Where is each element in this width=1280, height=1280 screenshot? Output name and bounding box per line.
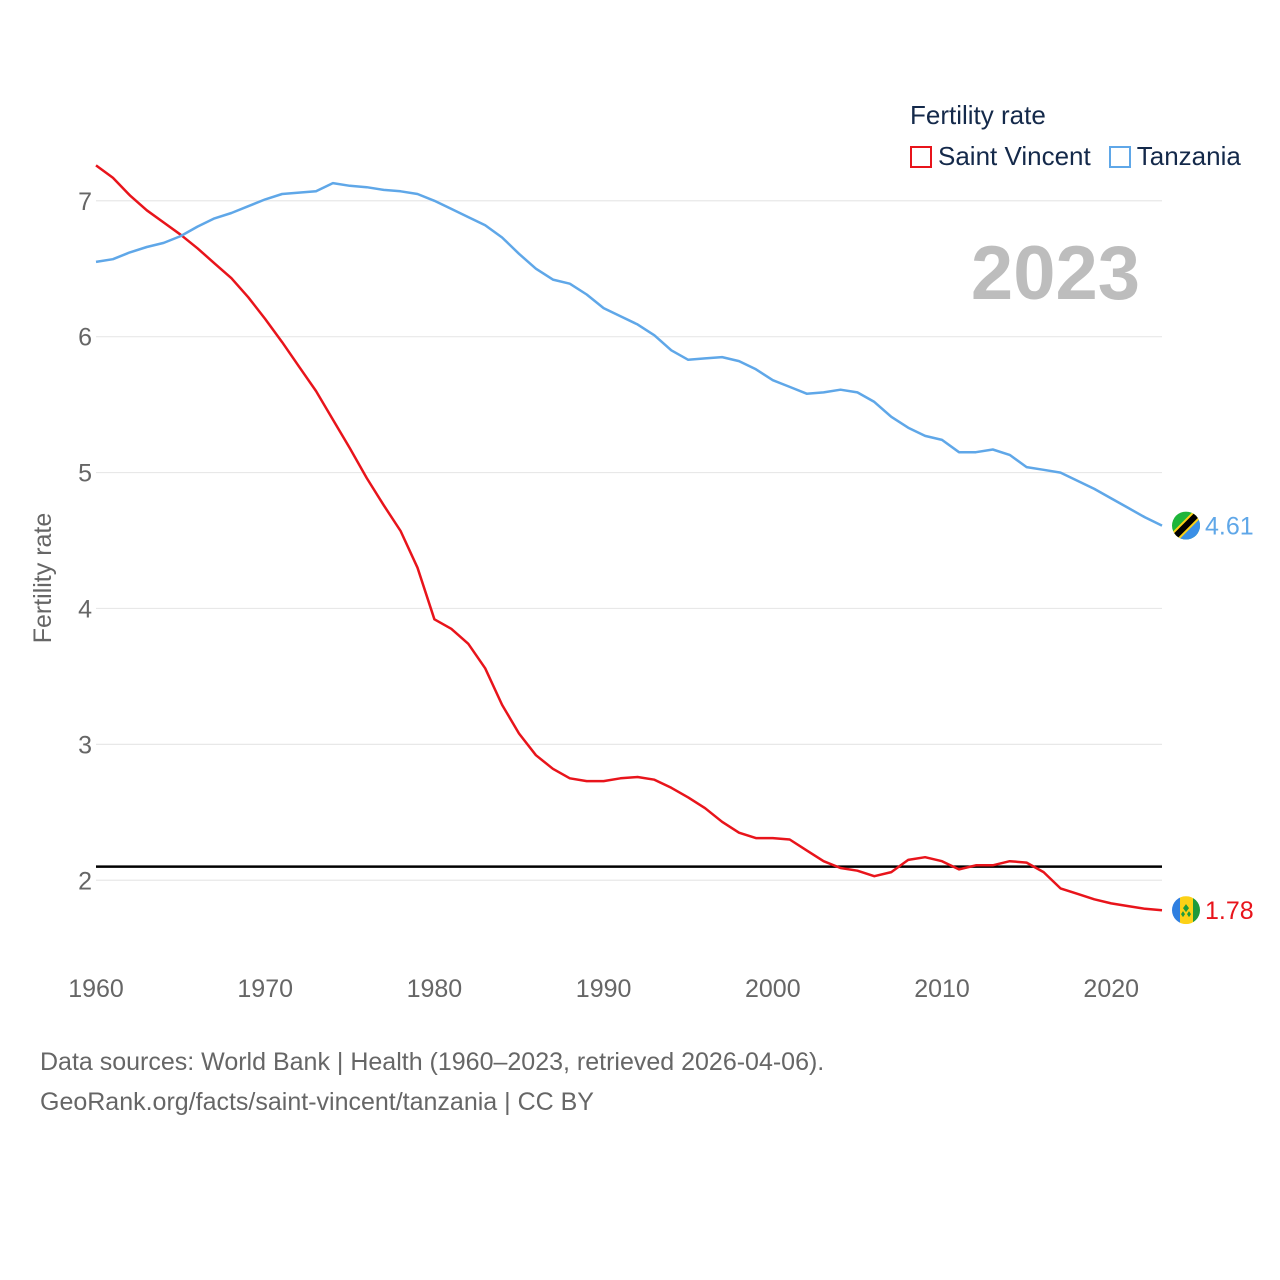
legend-item-saint-vincent[interactable]: Saint Vincent <box>910 141 1091 172</box>
series-end-markers: 1.78 4.61 <box>1172 511 1254 925</box>
legend-item-tanzania[interactable]: Tanzania <box>1108 141 1241 172</box>
y-tick-label: 7 <box>78 188 92 216</box>
legend: Fertility rate Saint Vincent Tanzania <box>910 100 1259 172</box>
series-line-saint-vincent <box>95 164 1163 912</box>
series-line-tanzania <box>95 181 1163 527</box>
axis-ticks: 2 3 4 5 6 7 1960 1970 1980 1990 2000 2010 2020 <box>68 188 1139 1003</box>
y-tick-label: 4 <box>78 595 92 623</box>
x-tick-label: 2020 <box>1083 975 1139 1003</box>
year-label: 2023 <box>970 231 1140 316</box>
x-tick-label: 1960 <box>68 975 124 1003</box>
x-tick-label: 1980 <box>407 975 463 1003</box>
series-lines <box>95 164 1163 912</box>
legend-title: Fertility rate <box>910 100 1046 130</box>
y-axis-title: Fertility rate <box>29 513 57 644</box>
y-tick-label: 3 <box>78 731 92 759</box>
tanzania-flag-icon <box>1172 511 1200 540</box>
end-label-saint-vincent: 1.78 <box>1205 897 1254 925</box>
y-tick-label: 6 <box>78 324 92 352</box>
x-tick-label: 1970 <box>237 975 293 1003</box>
footer: Data sources: World Bank | Health (1960–… <box>40 1042 824 1122</box>
legend-label-saint-vincent: Saint Vincent <box>938 141 1091 171</box>
y-tick-label: 2 <box>78 867 92 895</box>
x-tick-label: 2000 <box>745 975 801 1003</box>
grid-lines <box>96 200 1162 881</box>
x-tick-label: 1990 <box>576 975 632 1003</box>
legend-items: Saint Vincent Tanzania <box>910 141 1259 172</box>
legend-label-tanzania: Tanzania <box>1136 141 1241 171</box>
legend-swatch-saint-vincent <box>910 145 932 168</box>
end-label-tanzania: 4.61 <box>1205 513 1254 541</box>
legend-swatch-tanzania <box>1108 145 1131 168</box>
y-tick-label: 5 <box>78 460 92 488</box>
x-tick-label: 2010 <box>914 975 970 1003</box>
footer-source: Data sources: World Bank | Health (1960–… <box>40 1048 825 1076</box>
saint-vincent-flag-icon <box>1172 896 1200 925</box>
footer-link[interactable]: GeoRank.org/facts/saint-vincent/tanzania… <box>40 1088 594 1116</box>
